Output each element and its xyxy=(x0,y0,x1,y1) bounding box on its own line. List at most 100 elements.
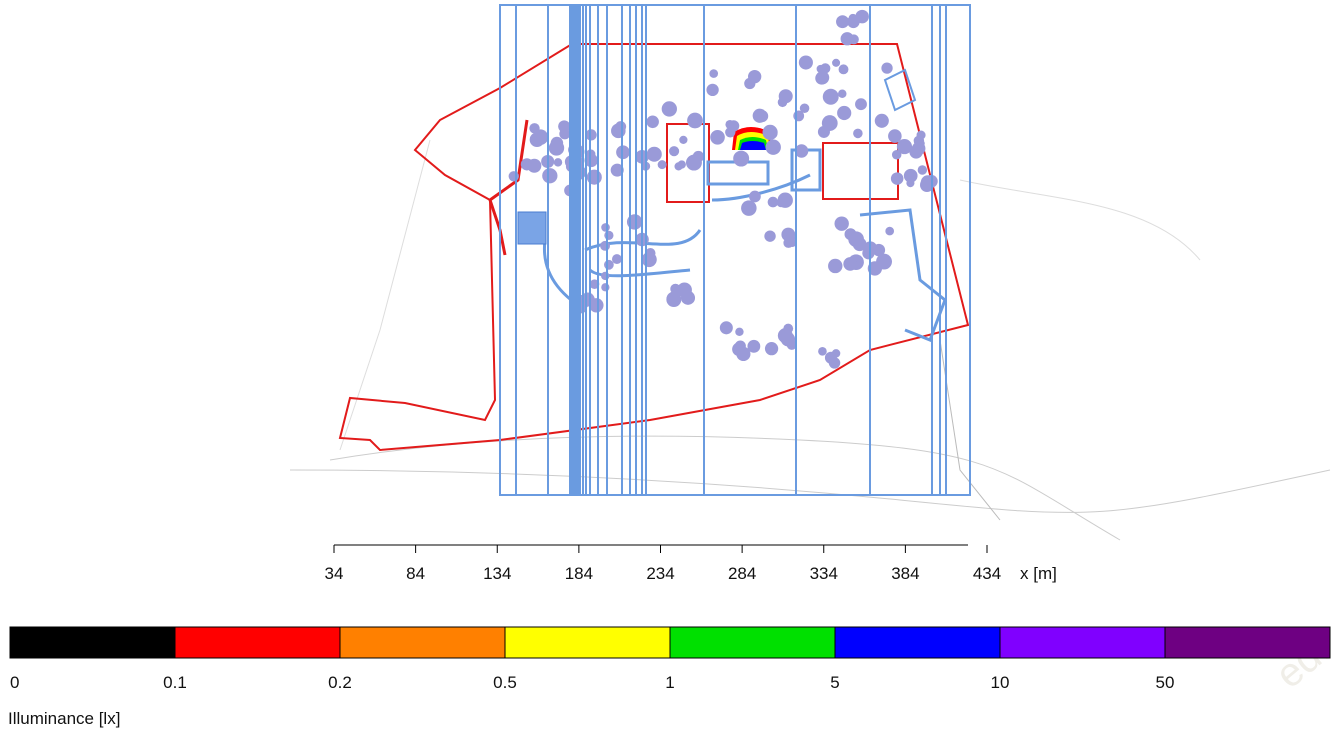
tree xyxy=(855,9,869,24)
tree xyxy=(646,115,659,129)
legend-label: 10 xyxy=(991,673,1010,692)
legend-band xyxy=(174,626,341,659)
tree xyxy=(767,196,779,208)
contour xyxy=(289,469,1331,513)
legend-title: Illuminance [lx] xyxy=(8,709,120,728)
tree xyxy=(855,98,867,111)
tree xyxy=(669,146,680,157)
legend-label: 1 xyxy=(665,673,674,692)
tree xyxy=(776,198,786,208)
calc-grid-frame xyxy=(499,4,971,496)
tree xyxy=(748,69,762,84)
legend-label: 0.1 xyxy=(163,673,187,692)
tree xyxy=(920,178,934,192)
tree xyxy=(798,55,813,70)
court xyxy=(517,211,547,245)
tree xyxy=(553,158,563,167)
tree xyxy=(840,32,854,46)
legend-band xyxy=(1164,626,1331,659)
tree xyxy=(843,257,858,271)
tree xyxy=(735,327,744,337)
tree xyxy=(881,62,893,74)
x-tick-label: 184 xyxy=(565,564,593,583)
contour xyxy=(959,179,1201,261)
tree xyxy=(680,290,696,305)
tree xyxy=(794,144,809,158)
tree xyxy=(601,271,610,281)
legend-label: 0.2 xyxy=(328,673,352,692)
legend-label: 0 xyxy=(10,673,19,692)
tree xyxy=(585,129,597,141)
walkway xyxy=(543,173,811,312)
tree xyxy=(692,150,705,163)
tree xyxy=(917,165,928,175)
tree xyxy=(820,63,831,74)
tree xyxy=(677,160,686,169)
tree xyxy=(584,153,598,168)
tree xyxy=(710,129,725,145)
x-tick-label: 434 xyxy=(973,564,1001,583)
contour xyxy=(329,435,1121,541)
tree xyxy=(610,163,624,177)
tree xyxy=(550,136,564,150)
tree xyxy=(853,128,863,139)
tree xyxy=(747,339,761,353)
tree xyxy=(862,247,875,260)
tree xyxy=(764,341,779,356)
tree xyxy=(666,292,682,308)
legend-band xyxy=(834,626,1001,659)
tree xyxy=(909,145,923,159)
tree xyxy=(832,58,841,67)
tree xyxy=(611,123,626,139)
x-axis-label: x [m] xyxy=(1020,564,1057,583)
tree xyxy=(527,158,542,173)
tree xyxy=(601,283,610,292)
legend-band xyxy=(504,626,671,659)
tree xyxy=(756,110,769,123)
tree xyxy=(848,231,864,248)
tree xyxy=(589,279,600,289)
illuminance-zone xyxy=(740,141,766,150)
tree xyxy=(818,347,827,356)
legend-band xyxy=(999,626,1166,659)
x-tick-label: 84 xyxy=(406,564,425,583)
tree xyxy=(508,171,519,182)
tree xyxy=(778,89,793,104)
legend-label: 5 xyxy=(830,673,839,692)
tree xyxy=(824,351,837,364)
x-tick-label: 334 xyxy=(810,564,838,583)
x-tick-label: 384 xyxy=(891,564,919,583)
tree xyxy=(815,71,829,85)
tree xyxy=(828,258,843,274)
tree xyxy=(661,101,677,117)
x-tick-label: 234 xyxy=(646,564,674,583)
tree xyxy=(874,113,889,128)
tree xyxy=(532,129,549,145)
tree xyxy=(736,346,751,362)
tree xyxy=(799,103,810,113)
tree xyxy=(679,135,688,145)
path-boundary xyxy=(488,119,529,256)
tree xyxy=(749,190,761,203)
tree xyxy=(604,230,614,240)
tree xyxy=(687,112,703,129)
x-tick-label: 134 xyxy=(483,564,511,583)
tree xyxy=(657,160,667,170)
tree xyxy=(719,321,733,335)
tree xyxy=(915,138,925,149)
tree xyxy=(764,230,776,242)
tree xyxy=(580,292,595,307)
tree xyxy=(916,130,926,140)
legend-label: 0.5 xyxy=(493,673,517,692)
legend-label: 50 xyxy=(1156,673,1175,692)
tree xyxy=(836,15,850,29)
tree xyxy=(838,89,847,98)
tree xyxy=(817,125,830,138)
tree xyxy=(783,237,794,248)
tree xyxy=(903,168,918,183)
tree xyxy=(645,247,656,259)
tree xyxy=(558,120,571,133)
legend-band xyxy=(9,626,176,659)
tree xyxy=(896,138,913,155)
